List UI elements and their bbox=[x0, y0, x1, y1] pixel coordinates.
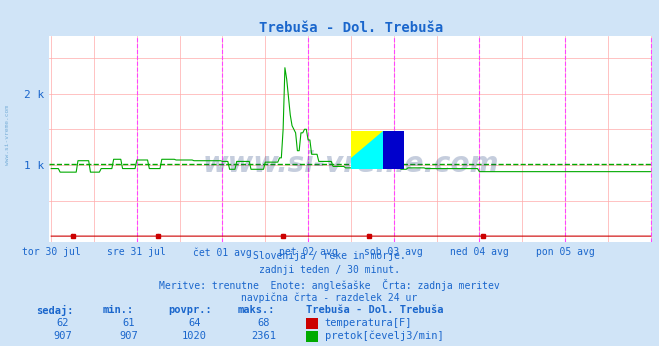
Bar bbox=[351, 131, 383, 158]
Bar bbox=[351, 158, 383, 169]
Text: 907: 907 bbox=[119, 331, 138, 341]
Text: 64: 64 bbox=[188, 318, 200, 328]
Text: navpična črta - razdelek 24 ur: navpična črta - razdelek 24 ur bbox=[241, 292, 418, 303]
Text: temperatura[F]: temperatura[F] bbox=[325, 318, 413, 328]
Text: www.si-vreme.com: www.si-vreme.com bbox=[5, 105, 11, 165]
Text: 1020: 1020 bbox=[182, 331, 207, 341]
Bar bbox=[383, 131, 405, 169]
Text: Meritve: trenutne  Enote: anglešaške  Črta: zadnja meritev: Meritve: trenutne Enote: anglešaške Črta… bbox=[159, 279, 500, 291]
Text: 68: 68 bbox=[258, 318, 270, 328]
Text: maks.:: maks.: bbox=[237, 305, 275, 315]
Text: Trebuša - Dol. Trebuša: Trebuša - Dol. Trebuša bbox=[306, 305, 444, 315]
Text: zadnji teden / 30 minut.: zadnji teden / 30 minut. bbox=[259, 265, 400, 275]
Text: 2361: 2361 bbox=[251, 331, 276, 341]
Text: min.:: min.: bbox=[102, 305, 133, 315]
Text: 907: 907 bbox=[53, 331, 72, 341]
Title: Trebuša - Dol. Trebuša: Trebuša - Dol. Trebuša bbox=[259, 21, 443, 35]
Text: Slovenija / reke in morje.: Slovenija / reke in morje. bbox=[253, 251, 406, 261]
Text: povpr.:: povpr.: bbox=[168, 305, 212, 315]
Text: sedaj:: sedaj: bbox=[36, 305, 74, 316]
Text: 61: 61 bbox=[123, 318, 134, 328]
Text: 62: 62 bbox=[57, 318, 69, 328]
Text: www.si-vreme.com: www.si-vreme.com bbox=[203, 150, 499, 178]
Polygon shape bbox=[351, 131, 383, 158]
Text: pretok[čevelj3/min]: pretok[čevelj3/min] bbox=[325, 331, 444, 341]
